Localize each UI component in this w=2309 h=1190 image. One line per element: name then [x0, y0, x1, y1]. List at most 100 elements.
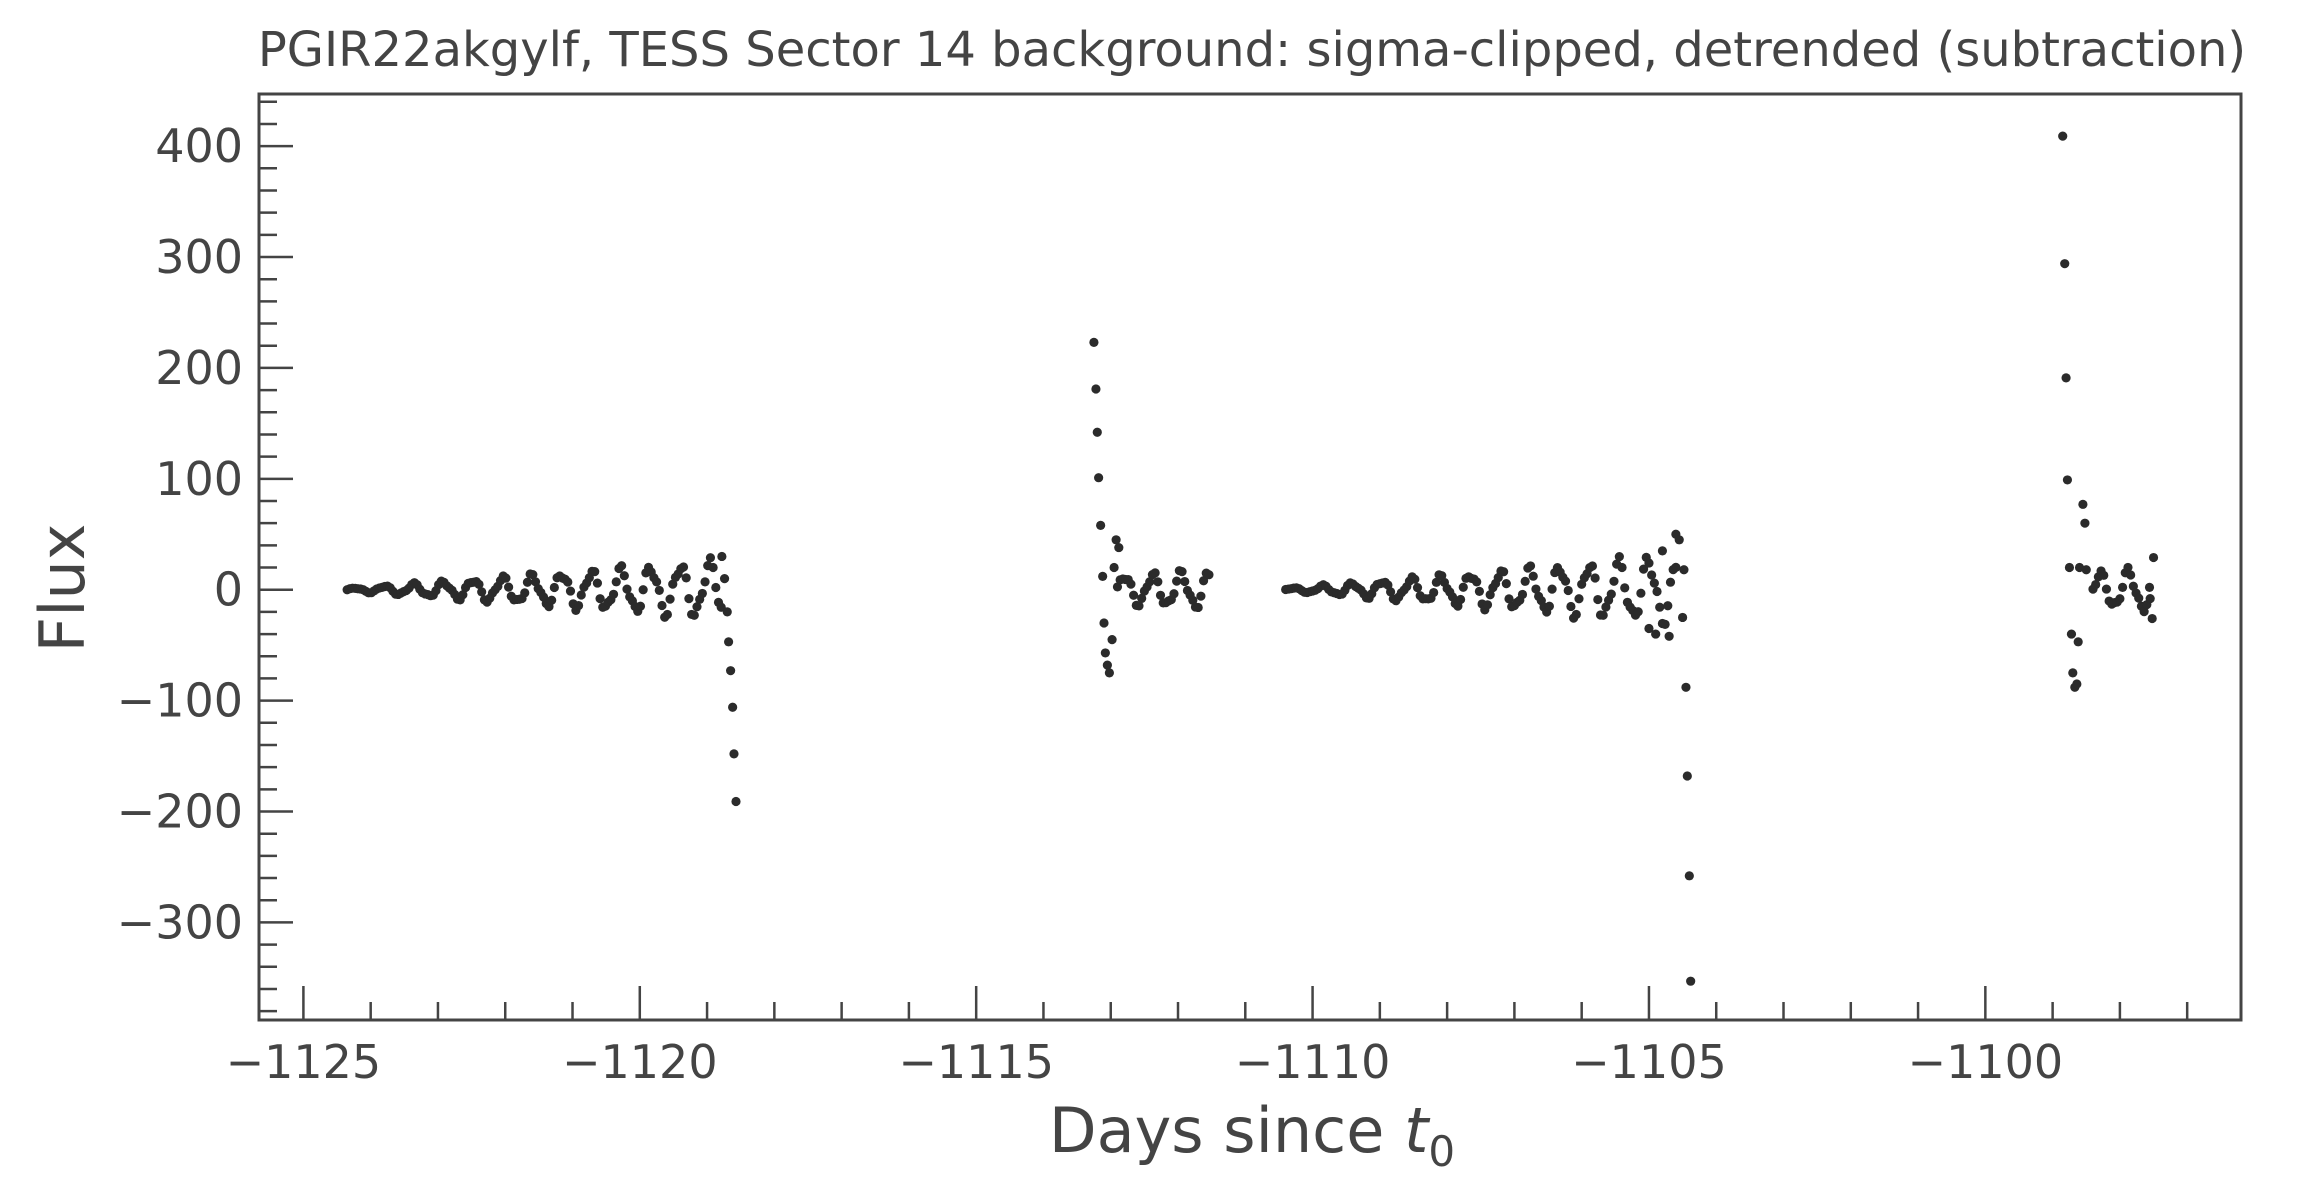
data-point — [1196, 591, 1206, 601]
data-point — [728, 702, 738, 712]
data-point — [657, 600, 667, 611]
data-point — [678, 562, 689, 572]
data-point — [726, 666, 736, 676]
x-axis-label-subscript: 0 — [1428, 1127, 1455, 1176]
data-point — [1674, 535, 1684, 545]
data-point — [2139, 607, 2149, 617]
data-point — [1150, 568, 1160, 578]
data-point — [1593, 594, 1603, 605]
data-point — [2072, 679, 2082, 689]
data-point — [731, 796, 741, 807]
y-tick-label: 400 — [155, 119, 243, 173]
data-point — [2062, 475, 2073, 485]
data-point — [1410, 574, 1420, 584]
data-point — [1671, 562, 1681, 572]
data-point — [1458, 582, 1468, 592]
data-point — [708, 562, 718, 573]
data-point — [1100, 648, 1110, 658]
data-point — [1126, 579, 1136, 589]
data-point — [1547, 584, 1557, 594]
data-point — [504, 582, 514, 592]
data-point — [719, 574, 730, 584]
data-point — [2134, 593, 2144, 603]
data-point — [1684, 871, 1694, 881]
x-tick-label: −1125 — [226, 1035, 382, 1089]
data-point — [1112, 582, 1123, 592]
y-tick-label: 200 — [155, 341, 243, 395]
x-tick-label: −1100 — [1908, 1035, 2064, 1089]
data-point — [665, 594, 675, 604]
data-point — [1544, 601, 1554, 611]
data-point — [711, 582, 721, 593]
data-point — [1614, 551, 1624, 562]
data-point — [2081, 565, 2091, 575]
data-point — [576, 590, 586, 600]
data-point — [1664, 631, 1674, 641]
data-point — [1104, 668, 1114, 678]
data-point — [1153, 577, 1163, 587]
data-point — [1109, 562, 1119, 573]
data-point — [617, 561, 627, 571]
data-point — [1089, 337, 1099, 348]
y-tick-label: −300 — [117, 895, 243, 949]
data-point — [1094, 473, 1104, 483]
data-point — [501, 573, 511, 583]
data-point — [1598, 610, 1608, 620]
data-point — [1679, 565, 1689, 575]
data-point — [1665, 577, 1676, 587]
data-point — [1681, 682, 1691, 692]
data-point — [1145, 577, 1155, 587]
data-point — [1096, 520, 1106, 530]
data-point — [1180, 576, 1190, 587]
data-points — [342, 131, 2159, 986]
data-point — [723, 637, 734, 647]
data-point — [2064, 562, 2075, 573]
data-point — [547, 595, 557, 605]
data-point — [1412, 583, 1423, 593]
data-point — [1571, 609, 1581, 620]
data-point — [1606, 589, 1616, 599]
data-point — [563, 577, 573, 587]
data-point — [2099, 570, 2109, 580]
data-point — [1560, 576, 1571, 586]
data-point — [2123, 562, 2133, 573]
data-point — [622, 584, 632, 594]
data-point — [1172, 576, 1182, 586]
data-point — [717, 551, 727, 562]
x-tick-label: −1115 — [898, 1035, 1054, 1089]
data-point — [1633, 607, 1643, 617]
data-point — [652, 577, 662, 587]
data-point — [681, 573, 691, 583]
data-point — [1474, 586, 1485, 596]
data-point — [1528, 571, 1538, 581]
data-point — [1114, 542, 1124, 553]
data-point — [1651, 629, 1661, 639]
data-point — [729, 749, 739, 759]
data-point — [2066, 629, 2077, 639]
data-point — [608, 589, 619, 599]
data-point — [2091, 579, 2101, 590]
plot-frame — [257, 92, 2243, 1022]
data-point — [474, 579, 484, 589]
data-point — [590, 567, 600, 577]
x-axis-label-math: t — [1404, 1094, 1431, 1167]
data-point — [1472, 577, 1482, 587]
data-point — [2126, 570, 2136, 580]
data-point — [611, 577, 621, 587]
data-point — [1111, 535, 1121, 545]
y-tick-label: 300 — [155, 230, 243, 284]
data-point — [2144, 582, 2155, 592]
data-point — [1617, 562, 1627, 573]
data-point — [1655, 602, 1665, 612]
data-point — [1644, 623, 1654, 634]
data-point — [1429, 587, 1439, 598]
data-point — [522, 577, 533, 587]
data-point — [619, 571, 629, 581]
data-point — [1129, 590, 1139, 600]
data-point — [565, 586, 576, 596]
data-point — [2148, 552, 2159, 563]
data-point — [697, 588, 707, 599]
data-point — [573, 600, 584, 611]
data-point — [1501, 579, 1511, 589]
data-point — [662, 609, 672, 620]
